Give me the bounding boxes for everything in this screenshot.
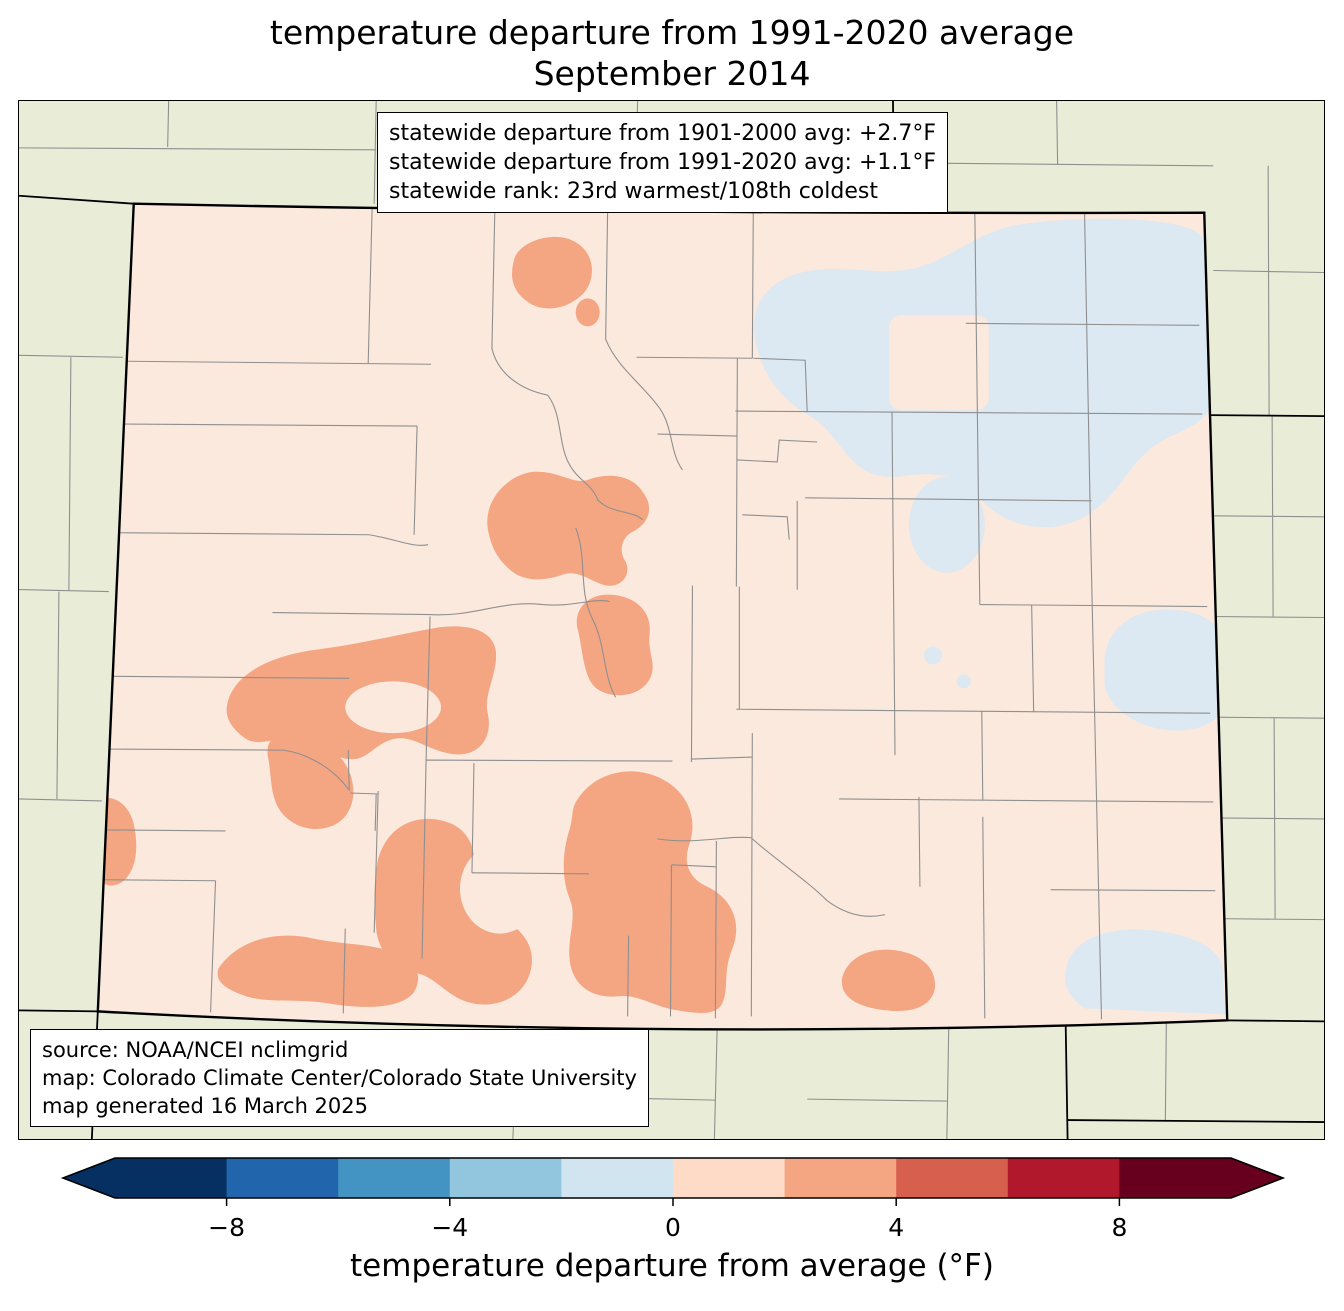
- colorbar-segment: [338, 1158, 451, 1198]
- cool-patch: [1065, 929, 1226, 1015]
- stats-line: statewide departure from 1901-2000 avg: …: [389, 121, 937, 146]
- colorbar-tick-label: 8: [1111, 1213, 1127, 1242]
- warm-patch: [512, 236, 592, 309]
- colorbar-tick-label: 4: [888, 1213, 904, 1242]
- near-normal-island: [345, 681, 442, 734]
- colorbar-segment: [1119, 1158, 1232, 1198]
- warm-patch: [563, 771, 737, 1013]
- cool-patch: [923, 646, 942, 665]
- source-line: map generated 16 March 2025: [42, 1094, 369, 1118]
- colorbar-tick-label: −4: [431, 1213, 468, 1242]
- stats-box: statewide departure from 1901-2000 avg: …: [377, 112, 949, 213]
- cool-patch: [908, 476, 985, 573]
- map-frame: statewide departure from 1901-2000 avg: …: [18, 100, 1325, 1140]
- colorbar-under-arrow: [63, 1158, 115, 1198]
- colorbar-segment: [449, 1158, 562, 1198]
- colorbar: −8 −4 0 4 8 temperature departure from avera…: [0, 1148, 1344, 1284]
- source-line: source: NOAA/NCEI nclimgrid: [42, 1038, 349, 1062]
- colorbar-segment: [673, 1158, 786, 1198]
- colorbar-segment: [1007, 1158, 1120, 1198]
- colorado-county-lines: [103, 205, 1216, 1020]
- warm-patch: [841, 949, 936, 1012]
- colorbar-tick-label: 0: [665, 1213, 681, 1242]
- warm-patch: [267, 732, 354, 829]
- title-line1: temperature departure from 1991-2020 ave…: [269, 13, 1075, 52]
- near-normal-island: [889, 315, 989, 411]
- colorbar-segment: [561, 1158, 674, 1198]
- title-line2: September 2014: [533, 54, 811, 93]
- colorbar-scale: −8 −4 0 4 8: [60, 1157, 1286, 1242]
- colorbar-segment: [784, 1158, 897, 1198]
- warm-patch: [576, 594, 653, 696]
- colorbar-segment: [226, 1158, 339, 1198]
- cool-patch: [1104, 609, 1228, 731]
- colorbar-segment: [115, 1158, 228, 1198]
- source-box: source: NOAA/NCEI nclimgrid map: Colorad…: [30, 1029, 649, 1127]
- colorbar-label: temperature departure from average (°F): [350, 1248, 994, 1284]
- map-canvas: [19, 101, 1324, 1139]
- stats-line: statewide rank: 23rd warmest/108th colde…: [389, 179, 878, 204]
- near-normal-islands: [345, 315, 989, 934]
- warm-patch: [217, 935, 419, 1007]
- warm-patch: [575, 298, 600, 327]
- source-line: map: Colorado Climate Center/Colorado St…: [42, 1066, 637, 1090]
- colorbar-segment: [896, 1158, 1009, 1198]
- colorbar-over-arrow: [1231, 1158, 1283, 1198]
- cool-patch: [956, 674, 971, 689]
- colorbar-outline: [60, 1157, 1286, 1199]
- stats-line: statewide departure from 1991-2020 avg: …: [389, 150, 937, 175]
- warm-patch: [374, 818, 532, 1005]
- warm-patch: [487, 471, 650, 586]
- near-normal-island: [459, 843, 540, 934]
- colorbar-tick-label: −8: [208, 1213, 245, 1242]
- page-title: temperature departure from 1991-2020 ave…: [0, 12, 1344, 94]
